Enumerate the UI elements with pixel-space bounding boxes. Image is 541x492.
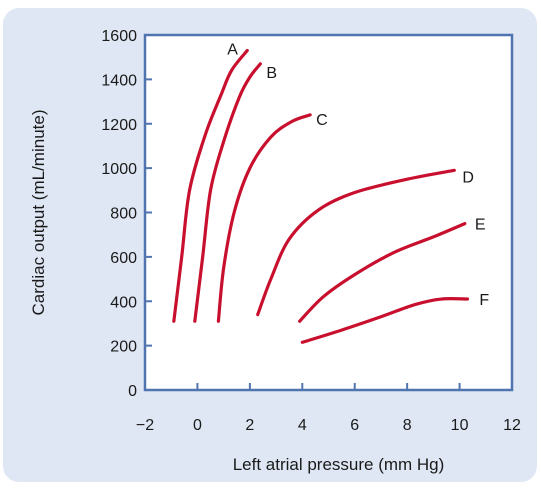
labels-layer: A B C D E F <box>227 42 489 310</box>
y-tick-label: 0 <box>128 383 137 400</box>
curve-label-d: D <box>462 169 474 186</box>
curves-layer <box>172 48 470 344</box>
y-tick-label: 1600 <box>101 28 137 45</box>
y-tick-label: 600 <box>110 250 137 267</box>
curve-d <box>256 168 456 317</box>
y-tick-label: 200 <box>110 339 137 356</box>
curve-label-e: E <box>475 217 486 234</box>
x-tick-label: 4 <box>298 417 307 434</box>
curve-label-f: F <box>479 292 489 309</box>
x-tick-label: 8 <box>403 417 412 434</box>
curve-label-c: C <box>316 112 328 129</box>
curve-label-a: A <box>227 42 238 59</box>
curve-f <box>300 297 470 344</box>
y-tick-label: 800 <box>110 206 137 223</box>
x-tick-label: 2 <box>245 417 254 434</box>
y-axis-title: Cardiac output (mL/minute) <box>29 110 48 316</box>
y-tick-label: 1000 <box>101 161 137 178</box>
curve-b <box>193 62 262 323</box>
x-tick-label: −2 <box>136 417 154 434</box>
y-tick-label: 1200 <box>101 117 137 134</box>
axes-layer: −2 0 2 4 6 8 10 12 0 200 400 600 800 1000 1200 1400 1600 <box>101 28 521 434</box>
y-tick-label: 1400 <box>101 72 137 89</box>
x-tick-label: 0 <box>193 417 202 434</box>
x-axis-title: Left atrial pressure (mm Hg) <box>233 455 445 474</box>
plot-area <box>145 35 512 390</box>
curve-e <box>298 221 467 323</box>
curve-a <box>172 48 249 323</box>
x-tick-label: 10 <box>451 417 469 434</box>
x-tick-label: 12 <box>503 417 521 434</box>
y-tick-label: 400 <box>110 294 137 311</box>
curve-label-b: B <box>266 65 277 82</box>
x-tick-label: 6 <box>350 417 359 434</box>
curve-c <box>216 113 312 323</box>
